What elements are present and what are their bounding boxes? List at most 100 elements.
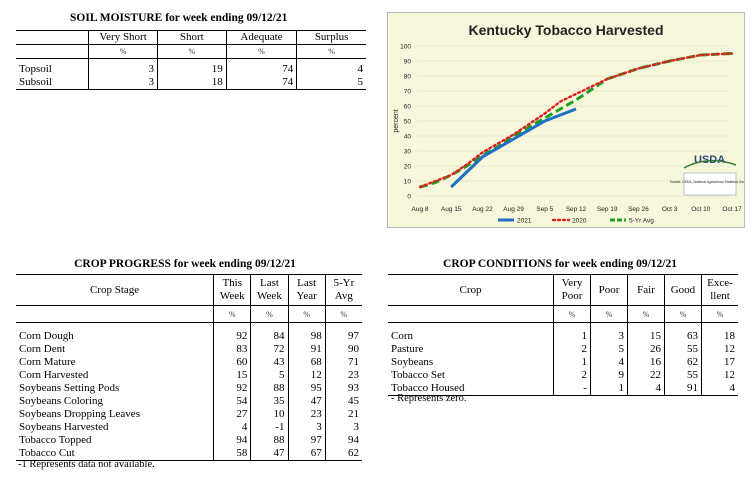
column-header-line1: Very (561, 277, 583, 289)
table-row: Corn Mature 60 43 68 71 (16, 356, 362, 369)
cell-value: 16 (627, 356, 665, 369)
cell-value: 3 (590, 330, 628, 343)
cell-value: 95 (288, 382, 326, 395)
x-tick-label: Oct 17 (722, 206, 742, 213)
spacer-row (16, 322, 362, 330)
crop-progress-title: CROP PROGRESS for week ending 09/12/21 (74, 258, 296, 270)
table-row: Subsoil 3 18 74 5 (16, 76, 366, 90)
table-row: Soybeans Setting Pods 92 88 95 93 (16, 382, 362, 395)
unit-row: %%%% (16, 44, 366, 59)
cell-value: 9 (590, 369, 628, 382)
column-header-line1: 5-Yr (333, 277, 355, 289)
blank (388, 305, 554, 323)
table-row: Topsoil 3 19 74 4 (16, 58, 366, 76)
cell-value: -1 (250, 421, 289, 434)
table-row: Soybeans Dropping Leaves 27 10 23 21 (16, 408, 362, 421)
soil-moisture-title: SOIL MOISTURE for week ending 09/12/21 (70, 12, 288, 24)
cell-value: 4 (213, 421, 252, 434)
row-label: Tobacco Housed (388, 382, 554, 396)
row-label: Soybeans Dropping Leaves (16, 408, 215, 421)
chart-canvas: Kentucky Tobacco Harvested 0 10 20 30 40 50 60 7… (393, 22, 751, 225)
cell-value: 91 (288, 343, 326, 356)
y-tick-label: 90 (404, 59, 412, 66)
row-label: Corn Harvested (16, 369, 215, 382)
cell-value: 43 (250, 356, 289, 369)
blank (213, 322, 252, 330)
y-axis-label: percent (393, 109, 400, 132)
table-row: Tobacco Set 2 9 22 55 12 (388, 369, 738, 382)
column-header-line2: Poor (561, 290, 583, 302)
series-line-0 (450, 107, 577, 189)
x-tick-label: Sep 12 (566, 206, 587, 213)
cell-value: 18 (724, 330, 735, 342)
column-header: Very Short (88, 30, 158, 45)
column-header: Short (157, 30, 227, 45)
cell-value: 74 (226, 76, 298, 90)
cell-value: 92 (213, 382, 252, 395)
x-tick-label: Sep 5 (536, 206, 553, 213)
cell-value: 1 (553, 330, 591, 343)
logo-caption: Source: USDA, National Agricultural Stat… (670, 180, 744, 184)
cell-value: 97 (348, 330, 359, 342)
blank (590, 322, 628, 330)
y-tick-label: 30 (404, 149, 412, 156)
row-label: Soybeans Coloring (16, 395, 215, 408)
column-header: 5-Yr Avg (325, 275, 362, 306)
unit-label: % (88, 44, 158, 59)
column-header-line1: Last (297, 277, 317, 289)
row-label: Subsoil (16, 76, 90, 90)
column-header: Fair (627, 274, 665, 306)
x-tick-label: Aug 29 (503, 206, 524, 213)
row-label: Topsoil (16, 58, 90, 76)
cell-value: 47 (250, 447, 289, 461)
cell-value: 15 (213, 369, 252, 382)
cell-value: 92 (213, 330, 252, 343)
unit-label: % (627, 305, 665, 323)
x-tick-label: Aug 22 (472, 206, 493, 213)
x-tick-label: Oct 3 (662, 206, 678, 213)
column-header: Surplus (314, 31, 349, 43)
row-label: Soybeans (388, 356, 554, 369)
soil-moisture-table: Very Short Short Adequate Surplus%%%% Topsoi… (16, 30, 366, 90)
cell-value: 94 (348, 434, 359, 446)
table-row: Tobacco Topped 94 88 97 94 (16, 434, 362, 447)
logo-swoosh-icon (683, 159, 737, 169)
column-header-line2: Year (296, 290, 317, 302)
cell-value: 83 (213, 343, 252, 356)
unit-row: %%%% (16, 305, 362, 323)
unit-label: % (226, 44, 298, 59)
unit-label: % (288, 305, 326, 323)
unit-label: % (213, 305, 252, 323)
unit-label: % (340, 309, 348, 319)
row-label: Tobacco Topped (16, 434, 215, 447)
unit-row: %%%%% (388, 305, 738, 323)
column-header: This Week (213, 274, 252, 306)
table-row: Corn Dent 83 72 91 90 (16, 343, 362, 356)
cell-value: 15 (627, 330, 665, 343)
column-header: Very Poor (553, 274, 591, 306)
x-tick-label: Oct 10 (691, 206, 711, 213)
unit-label: % (328, 47, 335, 56)
cell-value: 68 (288, 356, 326, 369)
cell-value: 90 (348, 343, 359, 355)
x-tick-label: Aug 15 (441, 206, 462, 213)
y-tick-label: 10 (404, 179, 412, 186)
cell-value: 67 (288, 447, 326, 461)
cell-value: 62 (348, 447, 359, 459)
table-row: Tobacco Housed -1 4 91 4 (388, 382, 738, 396)
crop-conditions-table: Crop Very Poor Poor Fair Good Exce-llent%%%%% C… (388, 274, 738, 396)
column-header: Poor (590, 274, 628, 306)
x-tick-label: Aug 8 (412, 206, 429, 213)
cell-value: 4 (627, 382, 665, 396)
blank (16, 44, 90, 59)
cell-value: 3 (88, 76, 158, 90)
cell-value: 4 (590, 356, 628, 369)
blank (16, 322, 215, 330)
cell-value: 47 (288, 395, 326, 408)
cell-value: 2 (553, 343, 591, 356)
cell-value: 45 (348, 395, 359, 407)
column-header: Adequate (226, 30, 298, 45)
cell-value: 18 (157, 76, 227, 90)
y-tick-label: 100 (400, 44, 411, 51)
y-tick-label: 20 (404, 164, 412, 171)
